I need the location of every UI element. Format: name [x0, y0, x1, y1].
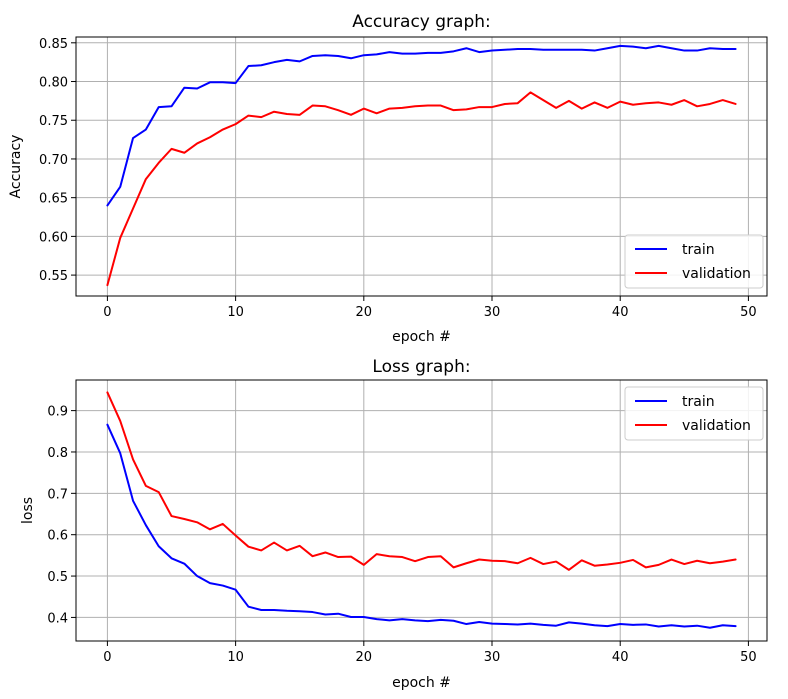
accuracy-legend-train-label: train: [682, 242, 715, 258]
accuracy-chart-title: Accuracy graph:: [352, 12, 491, 32]
accuracy-y-tick-label: 0.80: [39, 76, 68, 91]
loss-y-tick-label: 0.9: [47, 405, 68, 420]
accuracy-legend: train validation: [624, 234, 764, 289]
accuracy-y-tick-label: 0.65: [39, 192, 68, 207]
loss-x-tick-label: 50: [740, 650, 757, 665]
accuracy-train-line: [106, 44, 737, 207]
loss-validation-line: [106, 391, 737, 571]
accuracy-y-tick-label: 0.70: [39, 153, 68, 168]
accuracy-validation-line: [106, 91, 737, 287]
accuracy-plot-frame: [75, 36, 768, 297]
loss-x-tick-label: 20: [356, 650, 373, 665]
accuracy-chart: Accuracy graph: 0 10 20 30 40 50 0.55 0.60 0.65…: [8, 12, 768, 345]
accuracy-x-tick-label: 50: [740, 305, 757, 320]
accuracy-y-ticks: 0.55 0.60 0.65 0.70 0.75 0.80 0.85: [39, 37, 76, 284]
accuracy-x-tick-label: 40: [612, 305, 629, 320]
loss-x-tick-label: 30: [484, 650, 501, 665]
accuracy-x-tick-label: 20: [356, 305, 373, 320]
loss-y-tick-label: 0.5: [47, 570, 68, 585]
loss-plot-frame: [75, 379, 768, 642]
accuracy-y-axis-label: Accuracy: [8, 135, 24, 199]
loss-x-tick-label: 10: [227, 650, 244, 665]
loss-y-tick-label: 0.4: [47, 611, 68, 626]
loss-y-axis-label: loss: [20, 497, 36, 524]
loss-legend: train validation: [624, 386, 764, 441]
loss-gridlines: [76, 380, 767, 641]
loss-x-axis-label: epoch #: [392, 675, 451, 691]
loss-y-tick-label: 0.7: [47, 487, 68, 502]
loss-legend-validation-label: validation: [682, 418, 751, 434]
loss-x-tick-label: 0: [103, 650, 111, 665]
accuracy-x-axis-label: epoch #: [392, 329, 451, 345]
accuracy-y-tick-label: 0.75: [39, 114, 68, 129]
accuracy-y-tick-label: 0.55: [39, 269, 68, 284]
loss-x-ticks: 0 10 20 30 40 50: [103, 641, 757, 665]
accuracy-x-ticks: 0 10 20 30 40 50: [103, 296, 757, 320]
accuracy-legend-validation-label: validation: [682, 266, 751, 282]
loss-series-group: [106, 391, 737, 629]
loss-y-tick-label: 0.6: [47, 529, 68, 544]
loss-x-tick-label: 40: [612, 650, 629, 665]
loss-legend-train-label: train: [682, 394, 715, 410]
loss-chart: Loss graph: 0 10 20 30 40 50 0.40.50.60.70.80…: [20, 357, 768, 691]
accuracy-y-tick-label: 0.85: [39, 37, 68, 52]
accuracy-x-tick-label: 30: [484, 305, 501, 320]
loss-y-ticks: 0.4 0.5 0.6 0.7 0.8 0.9: [47, 405, 76, 626]
accuracy-series-group: [106, 44, 737, 287]
accuracy-x-tick-label: 0: [103, 305, 111, 320]
accuracy-x-tick-label: 10: [227, 305, 244, 320]
loss-train-line: [106, 423, 737, 629]
accuracy-gridlines: [76, 37, 767, 296]
loss-chart-title: Loss graph:: [372, 357, 470, 377]
loss-y-tick-label: 0.8: [47, 446, 68, 461]
accuracy-y-tick-label: 0.60: [39, 230, 68, 245]
